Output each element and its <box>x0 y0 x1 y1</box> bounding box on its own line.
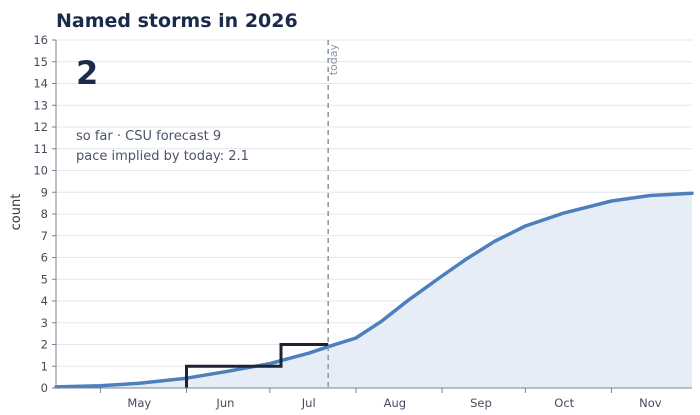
y-tick-label: 2 <box>41 338 48 352</box>
y-tick-label: 9 <box>41 185 48 199</box>
y-axis-label: count <box>9 194 24 231</box>
x-tick-label: Jul <box>301 396 316 410</box>
y-tick-label: 5 <box>41 272 48 286</box>
x-tick-label: Jun <box>215 396 234 410</box>
y-tick-label: 8 <box>41 207 48 221</box>
y-tick-label: 14 <box>33 77 48 91</box>
y-tick-label: 1 <box>41 359 48 373</box>
y-tick-label: 12 <box>33 120 48 134</box>
x-tick-label: May <box>127 396 151 410</box>
axes <box>52 39 692 393</box>
y-tick-label: 6 <box>41 251 48 265</box>
today-label: today <box>327 44 340 76</box>
y-tick-label: 11 <box>33 142 48 156</box>
observed-step-line <box>185 343 329 388</box>
storm-count: 2 <box>76 54 98 92</box>
y-tick-label: 15 <box>33 55 48 69</box>
y-tick-label: 4 <box>41 294 48 308</box>
x-tick-label: Sep <box>470 396 492 410</box>
y-tick-label: 7 <box>41 229 48 243</box>
y-tick-label: 0 <box>41 381 48 395</box>
x-tick-label: Oct <box>554 396 574 410</box>
annotation-line-1: so far · CSU forecast 9 <box>76 129 221 144</box>
x-tick-label: Aug <box>384 396 406 410</box>
y-tick-label: 3 <box>41 316 48 330</box>
y-tick-label: 13 <box>33 98 48 112</box>
x-tick-label: Nov <box>639 396 662 410</box>
y-tick-label: 10 <box>33 164 48 178</box>
x-tick-labels: May Jun Jul Aug Sep Oct Nov <box>127 396 661 410</box>
grid-lines <box>56 39 692 367</box>
chart-title: Named storms in 2026 <box>56 10 298 32</box>
y-tick-label: 16 <box>33 33 48 47</box>
climatology-area <box>56 193 692 388</box>
annotation-line-2: pace implied by today: 2.1 <box>76 149 249 164</box>
